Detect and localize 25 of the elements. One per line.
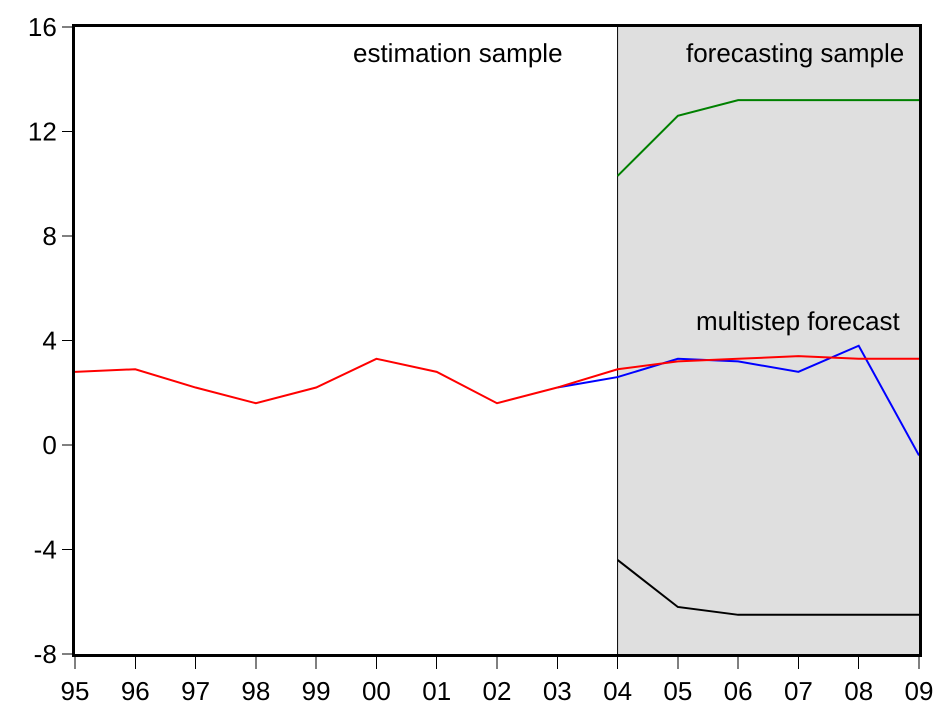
annotation: multistep forecast [696,306,901,336]
x-tick-label: 07 [784,676,813,706]
y-tick-label: 16 [28,12,57,42]
x-tick-label: 03 [542,676,572,706]
y-tick-label: -8 [34,639,57,670]
x-tick-label: 97 [181,676,210,706]
y-tick-label: 4 [42,326,57,356]
x-tick-label: 99 [302,676,331,706]
x-tick-label: 02 [482,676,512,706]
x-tick-label: 96 [120,676,150,706]
y-tick-label: 0 [42,430,57,460]
x-tick-label: 00 [362,676,391,706]
x-tick-label: 08 [844,676,874,706]
y-tick-label: 12 [28,116,57,147]
annotation: estimation sample [353,38,563,68]
x-tick-label: 04 [603,676,632,706]
x-tick-label: 95 [60,676,90,706]
x-tick-label: 01 [422,676,452,706]
x-tick-label: 05 [663,676,692,706]
x-tick-label: 09 [904,676,934,706]
x-tick-label: 06 [724,676,753,706]
y-tick-label: -4 [34,534,57,565]
x-tick-label: 98 [241,676,270,706]
annotation: forecasting sample [686,38,904,68]
y-tick-label: 8 [42,221,57,252]
